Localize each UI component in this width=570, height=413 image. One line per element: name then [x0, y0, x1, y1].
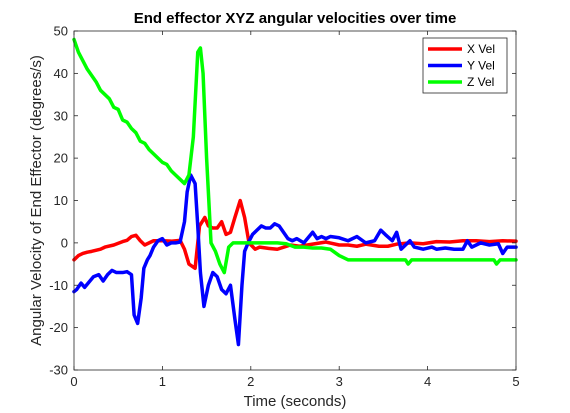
x-tick-label: 1 [159, 374, 166, 389]
y-tick-label: -10 [49, 278, 68, 293]
x-tick-label: 0 [70, 374, 77, 389]
x-axis-label: Time (seconds) [244, 393, 347, 410]
legend: X Vel Y Vel Z Vel [422, 37, 508, 94]
legend-label: Z Vel [467, 75, 494, 89]
y-axis-label: Angular Velocity of End Effector (degree… [28, 55, 45, 346]
y-tick-label: 10 [54, 193, 68, 208]
x-tick-label: 5 [512, 374, 519, 389]
y-tick-label: -30 [49, 363, 68, 378]
x-tick-label: 2 [247, 374, 254, 389]
legend-label: Y Vel [467, 59, 495, 73]
legend-items: X Vel Y Vel Z Vel [428, 42, 495, 89]
y-axis-ticks: -30 -20 -10 0 10 20 30 40 50 [49, 24, 516, 378]
y-tick-label: 50 [54, 24, 68, 39]
series-layer [72, 37, 518, 347]
legend-label: X Vel [467, 42, 495, 56]
series-line-z-vel [72, 37, 518, 275]
x-tick-label: 4 [424, 374, 431, 389]
y-tick-label: -20 [49, 320, 68, 335]
y-tick-label: 40 [54, 66, 68, 81]
series-line-x-vel [72, 198, 518, 271]
y-tick-label: 0 [61, 235, 68, 250]
series-line-y-vel [72, 173, 518, 347]
x-tick-label: 3 [336, 374, 343, 389]
x-axis-ticks: 0 1 2 3 4 5 [70, 31, 520, 389]
y-tick-label: 30 [54, 108, 68, 123]
y-tick-label: 20 [54, 151, 68, 166]
chart-title: End effector XYZ angular velocities over… [134, 10, 457, 27]
